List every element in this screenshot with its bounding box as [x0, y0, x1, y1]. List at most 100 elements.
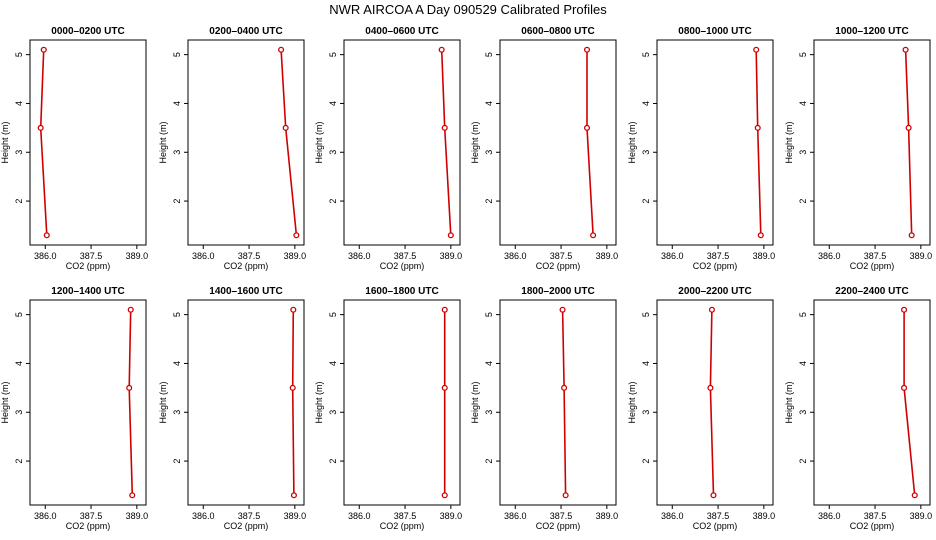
y-tick-label: 5 — [172, 52, 182, 57]
x-tick-label: 386.0 — [192, 251, 215, 261]
y-tick-label: 2 — [328, 199, 338, 204]
data-point — [901, 384, 908, 391]
y-tick-label: 3 — [641, 410, 651, 415]
figure-title: NWR AIRCOA A Day 090529 Calibrated Profi… — [329, 2, 607, 17]
panel-title: 1600–1800 UTC — [365, 286, 438, 297]
y-tick-label: 4 — [641, 101, 651, 106]
data-point — [901, 306, 908, 313]
data-point — [905, 124, 912, 131]
y-axis-label: Height (m) — [158, 381, 168, 423]
data-point — [441, 492, 448, 499]
profile-panel: 2200–2400 UTC 386.0 387.5 389.0 2 3 4 5 CO2 (ppm… — [784, 286, 932, 531]
x-tick-label: 389.0 — [284, 511, 307, 521]
y-axis-label: Height (m) — [470, 381, 480, 423]
y-tick-label: 5 — [14, 312, 24, 317]
x-axis-label: CO2 (ppm) — [693, 521, 738, 531]
plot-frame — [813, 299, 931, 506]
y-tick-label: 2 — [641, 459, 651, 464]
data-point — [40, 46, 47, 53]
profile-panel: 0200–0400 UTC 386.0 387.5 389.0 2 3 4 5 CO2 (ppm… — [158, 26, 306, 271]
profile-panel: 1600–1800 UTC 386.0 387.5 389.0 2 3 4 5 CO2 (ppm… — [314, 286, 462, 531]
panel-title: 1000–1200 UTC — [835, 26, 908, 37]
plot-frame — [343, 299, 461, 506]
x-tick-label: 387.5 — [864, 511, 887, 521]
x-tick-label: 387.5 — [394, 511, 417, 521]
panel-title: 0200–0400 UTC — [209, 26, 282, 37]
y-tick-label: 3 — [172, 150, 182, 155]
y-axis-label: Height (m) — [0, 121, 10, 163]
data-point — [911, 492, 918, 499]
y-tick-label: 3 — [328, 150, 338, 155]
plot-frame — [29, 39, 147, 246]
y-axis-label: Height (m) — [784, 121, 794, 163]
x-tick-label: 386.0 — [192, 511, 215, 521]
profile-panel: 0000–0200 UTC 386.0 387.5 389.0 2 3 4 5 CO2 (ppm… — [0, 26, 148, 271]
y-tick-label: 2 — [172, 199, 182, 204]
profile-line — [291, 309, 295, 496]
y-axis-label: Height (m) — [0, 381, 10, 423]
profile-panel: 2000–2200 UTC 386.0 387.5 389.0 2 3 4 5 CO2 (ppm… — [627, 286, 775, 531]
y-tick-label: 3 — [14, 150, 24, 155]
data-point — [43, 232, 50, 239]
data-point — [902, 46, 909, 53]
panels-container: 0000–0200 UTC 386.0 387.5 389.0 2 3 4 5 CO2 (ppm… — [0, 26, 932, 531]
y-tick-label: 3 — [798, 410, 808, 415]
y-tick-label: 4 — [328, 361, 338, 366]
data-point — [441, 306, 448, 313]
y-tick-label: 4 — [328, 101, 338, 106]
x-axis-label: CO2 (ppm) — [850, 261, 895, 271]
profile-panel: 1200–1400 UTC 386.0 387.5 389.0 2 3 4 5 CO2 (ppm… — [0, 286, 148, 531]
x-tick-label: 387.5 — [864, 251, 887, 261]
plot-frame — [343, 39, 461, 246]
data-point — [583, 46, 591, 53]
y-tick-label: 5 — [14, 52, 24, 57]
profile-panel: 1400–1600 UTC 386.0 387.5 389.0 2 3 4 5 CO2 (ppm… — [158, 286, 306, 531]
profile-panel: 1800–2000 UTC 386.0 387.5 389.0 2 3 4 5 CO2 (ppm… — [470, 286, 618, 531]
y-tick-label: 4 — [484, 101, 494, 106]
data-point — [757, 232, 764, 239]
y-tick-label: 3 — [484, 150, 494, 155]
y-axis-label: Height (m) — [158, 121, 168, 163]
profile-line — [128, 309, 134, 496]
y-axis-label: Height (m) — [314, 381, 324, 423]
x-tick-label: 389.0 — [440, 251, 463, 261]
x-tick-label: 387.5 — [707, 251, 730, 261]
profile-line — [561, 309, 567, 496]
panel-title: 2000–2200 UTC — [678, 286, 751, 297]
y-tick-label: 2 — [798, 459, 808, 464]
panel-title: 0000–0200 UTC — [51, 26, 124, 37]
y-axis-label: Height (m) — [627, 121, 637, 163]
x-tick-label: 389.0 — [440, 511, 463, 521]
x-tick-label: 387.5 — [394, 251, 417, 261]
x-tick-label: 387.5 — [707, 511, 730, 521]
panel-title: 2200–2400 UTC — [835, 286, 908, 297]
y-tick-label: 2 — [14, 459, 24, 464]
x-axis-label: CO2 (ppm) — [380, 521, 425, 531]
panel-title: 0800–1000 UTC — [678, 26, 751, 37]
data-point — [129, 492, 136, 499]
data-point — [290, 492, 297, 499]
profile-line — [280, 49, 298, 236]
plot-frame — [499, 299, 617, 506]
x-tick-label: 386.0 — [504, 511, 527, 521]
y-tick-label: 5 — [172, 312, 182, 317]
y-tick-label: 5 — [641, 312, 651, 317]
x-axis-label: CO2 (ppm) — [224, 261, 269, 271]
plot-frame — [187, 299, 305, 506]
plot-frame — [813, 39, 931, 246]
y-tick-label: 4 — [172, 101, 182, 106]
y-tick-label: 3 — [641, 150, 651, 155]
x-axis-label: CO2 (ppm) — [693, 261, 738, 271]
y-tick-label: 2 — [641, 199, 651, 204]
y-tick-label: 4 — [641, 361, 651, 366]
y-tick-label: 5 — [641, 52, 651, 57]
y-tick-label: 4 — [484, 361, 494, 366]
x-tick-label: 389.0 — [596, 251, 619, 261]
profile-line — [755, 49, 762, 236]
plot-frame — [187, 39, 305, 246]
x-tick-label: 389.0 — [284, 251, 307, 261]
y-axis-label: Height (m) — [627, 381, 637, 423]
y-tick-label: 2 — [14, 199, 24, 204]
data-point — [438, 46, 445, 53]
x-axis-label: CO2 (ppm) — [224, 521, 269, 531]
